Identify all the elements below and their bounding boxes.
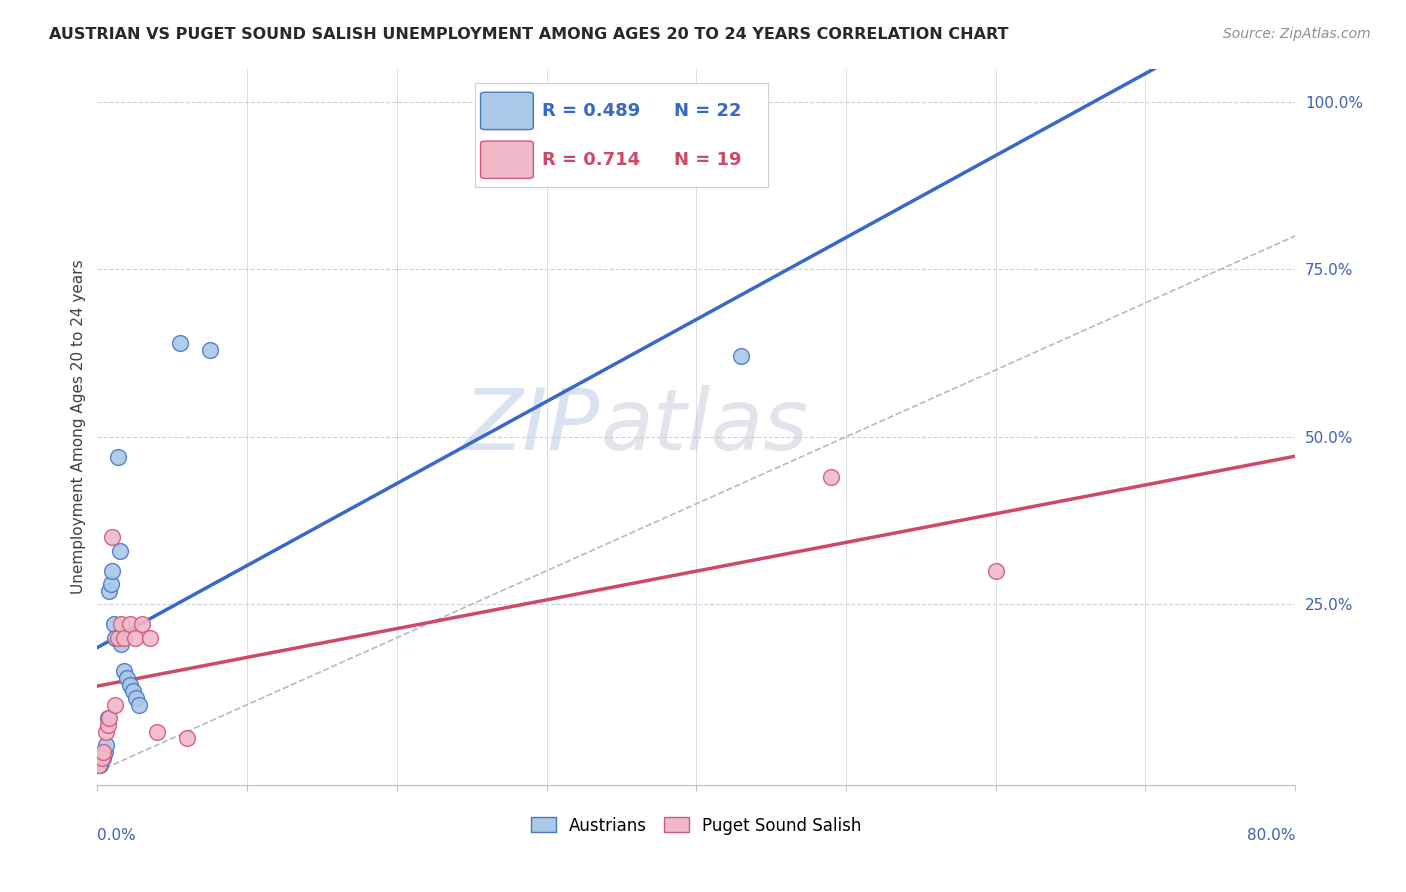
Y-axis label: Unemployment Among Ages 20 to 24 years: Unemployment Among Ages 20 to 24 years (72, 260, 86, 594)
Point (131, 617, 153, 632)
Point (139, 631, 162, 645)
Point (124, 631, 146, 645)
Point (98, 711, 121, 725)
Point (176, 731, 198, 746)
Point (122, 684, 145, 698)
Point (984, 564, 1007, 578)
Point (94, 745, 117, 759)
Text: ZIP: ZIP (464, 385, 600, 468)
Point (104, 698, 127, 712)
Point (103, 617, 125, 632)
Point (820, 470, 842, 484)
Point (125, 691, 148, 706)
Point (730, 350, 752, 364)
Point (117, 671, 139, 685)
Text: 80.0%: 80.0% (1247, 828, 1295, 843)
Point (112, 631, 135, 645)
Point (96, 724, 118, 739)
Point (98, 583, 121, 598)
Point (120, 617, 142, 632)
Point (97, 711, 120, 725)
Point (112, 665, 135, 679)
Point (97, 718, 120, 732)
Text: 0.0%: 0.0% (97, 828, 136, 843)
Point (128, 698, 150, 712)
Legend: Austrians, Puget Sound Salish: Austrians, Puget Sound Salish (524, 810, 869, 841)
Point (91, 751, 114, 765)
Text: AUSTRIAN VS PUGET SOUND SALISH UNEMPLOYMENT AMONG AGES 20 TO 24 YEARS CORRELATIO: AUSTRIAN VS PUGET SOUND SALISH UNEMPLOYM… (49, 27, 1008, 42)
Point (110, 617, 132, 632)
Point (120, 678, 142, 692)
Point (198, 343, 221, 357)
Point (90, 751, 112, 765)
Point (107, 631, 129, 645)
Point (107, 450, 129, 464)
Point (91, 745, 114, 759)
Text: Source: ZipAtlas.com: Source: ZipAtlas.com (1223, 27, 1371, 41)
Point (101, 564, 124, 578)
Point (169, 336, 191, 351)
Point (108, 543, 131, 558)
Text: atlas: atlas (600, 385, 808, 468)
Point (96, 738, 118, 752)
Point (110, 638, 132, 652)
Point (100, 577, 122, 591)
Point (104, 631, 127, 645)
Point (89, 758, 111, 772)
Point (87, 758, 110, 772)
Point (101, 530, 124, 544)
Point (146, 724, 169, 739)
